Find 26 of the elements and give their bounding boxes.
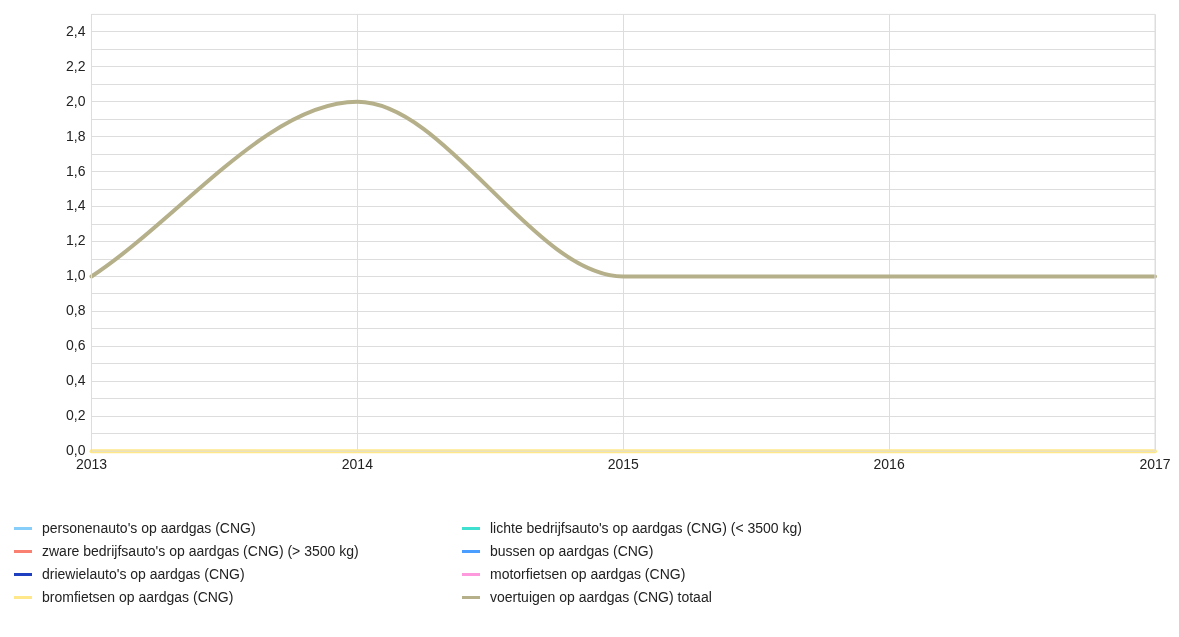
legend-label: bromfietsen op aardgas (CNG) [42,589,234,605]
legend-label: bussen op aardgas (CNG) [490,543,654,559]
legend-label: zware bedrijfsauto's op aardgas (CNG) (> 3500 kg) [42,543,359,559]
x-tick-label: 2017 [1139,456,1171,473]
y-tick-label: 0,4 [65,372,86,389]
legend-label: lichte bedrijfsauto's op aardgas (CNG) (< 3500 kg) [490,520,802,536]
y-tick-label: 2,0 [65,92,86,109]
y-tick-label: 2,4 [65,22,86,39]
y-tick-label: 0,8 [65,302,86,319]
y-tick-label: 1,2 [65,232,86,249]
legend-label: driewielauto's op aardgas (CNG) [42,566,245,582]
y-tick-label: 1,0 [65,267,86,284]
y-tick-label: 1,6 [65,162,86,179]
y-tick-label: 1,4 [65,197,86,214]
y-tick-label: 0,6 [65,337,86,354]
y-tick-label: 1,8 [65,127,86,144]
legend-label: voertuigen op aardgas (CNG) totaal [490,589,712,605]
y-tick-label: 2,2 [65,57,86,74]
x-tick-label: 2015 [607,456,640,473]
y-tick-label: 0,0 [65,442,86,459]
x-tick-label: 2014 [341,456,374,473]
legend-label: motorfietsen op aardgas (CNG) [490,566,686,582]
y-tick-label: 0,2 [65,407,86,424]
x-tick-label: 2016 [873,456,905,473]
legend-label: personenauto's op aardgas (CNG) [42,520,256,536]
x-tick-label: 2013 [75,456,108,473]
